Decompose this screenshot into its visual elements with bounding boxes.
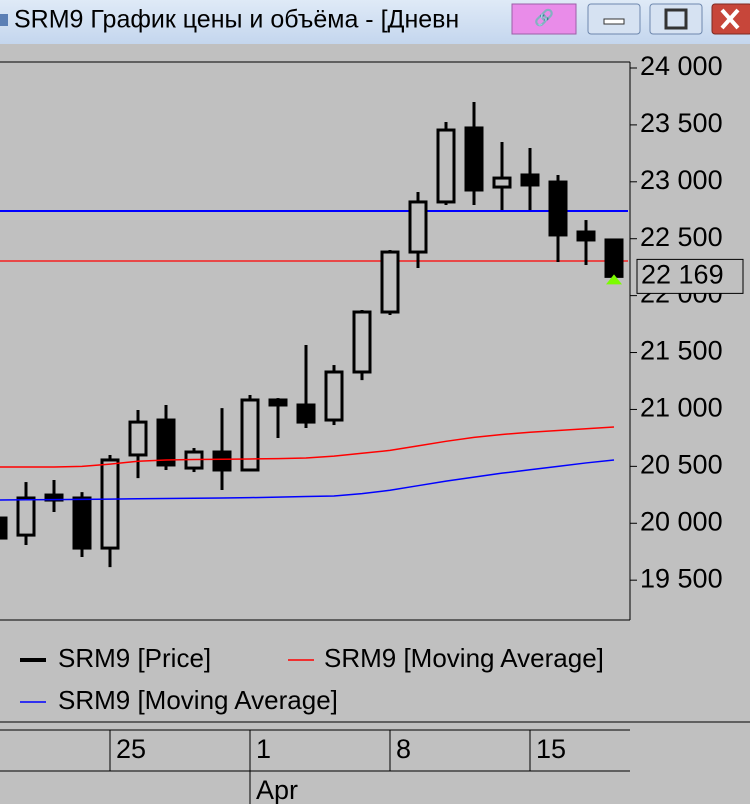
candle-body — [408, 200, 428, 254]
x-tick-label: 15 — [536, 734, 566, 764]
y-tick-label: 24 000 — [640, 51, 723, 81]
pin-icon: 🔗 — [534, 8, 554, 27]
candle-body — [548, 180, 568, 237]
close-icon — [720, 8, 740, 30]
candle-body — [240, 398, 260, 472]
y-tick-label: 19 500 — [640, 563, 723, 593]
candle-body — [128, 420, 148, 457]
candle-body — [16, 496, 36, 537]
window-title: SRM9 График цены и объёма - [Дневн — [14, 6, 459, 34]
moving-average-line — [0, 426, 615, 468]
candle-body — [268, 398, 288, 407]
candle-body — [156, 418, 176, 467]
pin-button[interactable] — [511, 3, 577, 35]
month-label: Apr — [256, 775, 298, 804]
last-price-arrow — [606, 274, 622, 285]
candle-body — [576, 230, 596, 242]
candle-body — [604, 238, 624, 278]
last-price-box — [636, 258, 744, 294]
legend-label: SRM9 [Moving Average] — [58, 685, 338, 715]
legend-label: SRM9 [Price] — [58, 643, 211, 673]
y-tick-label: 20 000 — [640, 506, 723, 536]
y-tick-label: 23 000 — [640, 165, 723, 195]
candle-body — [324, 370, 344, 422]
minimize-icon — [603, 18, 625, 25]
candle-body — [296, 403, 316, 424]
candle-body — [100, 458, 120, 550]
candle-body — [436, 128, 456, 204]
y-tick-label: 23 500 — [640, 108, 723, 138]
y-tick-label: 22 500 — [640, 222, 723, 252]
x-tick-label: 25 — [116, 734, 146, 764]
candle-body — [492, 176, 512, 189]
maximize-button[interactable] — [649, 3, 703, 35]
x-tick-label: 1 — [256, 734, 271, 764]
candle-body — [352, 310, 372, 374]
maximize-icon — [664, 8, 688, 30]
candle-body — [72, 496, 92, 550]
app-icon — [0, 14, 8, 26]
y-tick-label: 21 000 — [640, 393, 723, 423]
candle-body — [520, 173, 540, 187]
y-tick-label: 21 500 — [640, 336, 723, 366]
x-tick-label: 8 — [396, 734, 411, 764]
candle-body — [212, 450, 232, 472]
legend-label: SRM9 [Moving Average] — [324, 643, 604, 673]
last-price-label: 22 169 — [641, 260, 724, 290]
candle-body — [0, 516, 8, 540]
candle-body — [380, 250, 400, 314]
moving-average-line — [0, 459, 615, 501]
candle-body — [464, 126, 484, 192]
plot-area — [0, 102, 628, 568]
y-tick-label: 20 500 — [640, 449, 723, 479]
